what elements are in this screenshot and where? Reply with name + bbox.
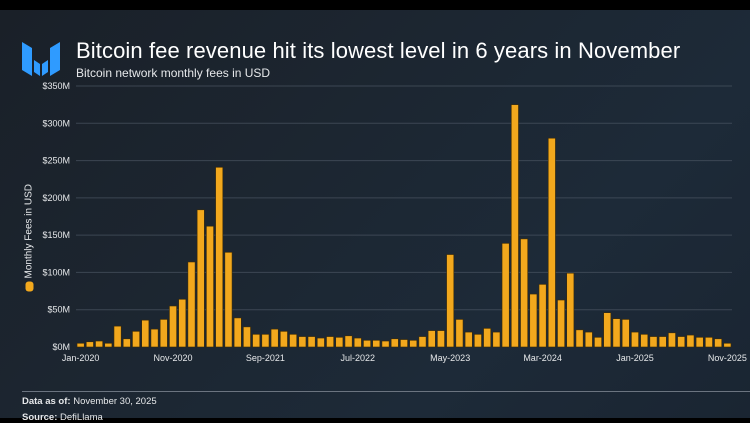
bar-jan-2025: [631, 331, 639, 348]
bar-sep-2025: [704, 337, 713, 348]
bar-jan-2022: [298, 336, 307, 348]
bar-apr-2024: [547, 137, 556, 348]
bar-nov-2021: [279, 331, 288, 348]
bar-oct-2020: [159, 319, 168, 348]
bar-jun-2020: [122, 338, 131, 348]
bar-jun-2021: [233, 317, 242, 348]
bar-jun-2023: [455, 319, 464, 348]
y-tick-label: $250M: [42, 156, 70, 166]
x-tick-label: Mar-2024: [523, 353, 562, 363]
bar-oct-2023: [492, 331, 501, 348]
bar-may-2021: [224, 251, 233, 348]
bar-aug-2023: [474, 334, 482, 348]
x-tick-label: Jul-2022: [341, 353, 376, 363]
bar-oct-2024: [603, 312, 612, 348]
bar-nov-2022: [390, 338, 399, 348]
bar-may-2025: [668, 332, 676, 348]
bar-apr-2025: [658, 336, 667, 348]
bar-nov-2025: [723, 342, 732, 348]
bar-mar-2021: [206, 225, 214, 348]
bar-dec-2020: [178, 298, 187, 348]
bar-apr-2020: [104, 342, 113, 348]
bar-aug-2025: [695, 337, 704, 348]
bar-aug-2022: [363, 339, 371, 348]
chart-card: Bitcoin fee revenue hit its lowest level…: [0, 10, 750, 423]
bar-mar-2024: [538, 284, 547, 348]
bar-dec-2023: [510, 104, 519, 348]
bar-oct-2021: [270, 328, 279, 348]
y-tick-label: $150M: [42, 230, 70, 240]
bar-jul-2022: [353, 337, 362, 348]
y-tick-label: $350M: [42, 81, 70, 91]
y-tick-label: $300M: [42, 118, 70, 128]
chart-title: Bitcoin fee revenue hit its lowest level…: [76, 38, 681, 63]
bar-mar-2023: [427, 330, 436, 348]
bar-mar-2025: [649, 336, 658, 348]
chart-subtitle: Bitcoin network monthly fees in USD: [76, 66, 271, 80]
bar-sep-2020: [150, 328, 159, 348]
x-tick-label: Sep-2021: [246, 353, 285, 363]
x-tick-label: May-2023: [430, 353, 470, 363]
bar-mar-2020: [95, 340, 104, 348]
bar-jul-2024: [575, 329, 584, 348]
bar-may-2023: [446, 254, 455, 348]
footer-divider: [22, 391, 750, 392]
bar-feb-2020: [85, 341, 94, 348]
bar-nov-2024: [612, 318, 621, 348]
x-tick-label: Nov-2025: [708, 353, 747, 363]
bar-oct-2022: [381, 340, 390, 348]
bar-apr-2023: [437, 330, 445, 348]
bar-feb-2023: [418, 336, 427, 348]
y-tick-label: $200M: [42, 193, 70, 203]
bar-mar-2022: [316, 337, 325, 348]
bar-dec-2021: [289, 334, 298, 348]
bar-apr-2022: [326, 336, 334, 348]
bar-jul-2020: [132, 331, 140, 348]
data-as-of-label: Data as of:: [22, 396, 71, 407]
x-tick-label: Nov-2020: [153, 353, 192, 363]
bar-feb-2021: [196, 209, 205, 348]
bar-dec-2022: [400, 339, 408, 348]
x-tick-label: Jan-2020: [62, 353, 100, 363]
bar-oct-2025: [714, 338, 723, 348]
bar-jul-2025: [686, 334, 695, 348]
bar-jun-2024: [566, 272, 575, 348]
bar-apr-2021: [215, 166, 224, 348]
brand-m-logo-icon: [22, 42, 60, 76]
y-tick-label: $50M: [47, 305, 70, 315]
bar-may-2022: [335, 337, 344, 348]
bar-jan-2023: [409, 339, 418, 348]
bar-sep-2021: [261, 334, 270, 348]
bar-aug-2020: [141, 319, 150, 348]
bar-sep-2024: [594, 337, 602, 348]
bar-feb-2022: [307, 336, 316, 348]
bar-feb-2024: [529, 293, 538, 348]
bar-aug-2024: [584, 331, 593, 348]
x-tick-label: Jan-2025: [616, 353, 654, 363]
bar-sep-2022: [372, 339, 381, 348]
bar-may-2024: [557, 299, 565, 348]
bar-may-2020: [113, 325, 122, 348]
bar-sep-2023: [483, 328, 492, 348]
bar-jun-2022: [344, 335, 353, 348]
y-tick-label: $100M: [42, 267, 70, 277]
y-tick-label: $0M: [52, 342, 70, 352]
bar-feb-2025: [640, 334, 649, 348]
bar-aug-2021: [252, 334, 261, 348]
bar-jul-2021: [243, 326, 251, 348]
bar-nov-2020: [169, 305, 177, 348]
data-as-of-value: November 30, 2025: [73, 396, 157, 407]
bar-jan-2021: [187, 261, 196, 348]
bar-jun-2025: [677, 336, 686, 348]
bar-jan-2024: [520, 238, 529, 348]
bar-jan-2020: [76, 342, 85, 348]
bar-dec-2024: [621, 319, 630, 348]
bar-nov-2023: [501, 243, 510, 348]
bar-chart: $0M $50M $100M $150M $200M $250M $300M $350M Jan…: [42, 81, 747, 363]
data-as-of: Data as of: November 30, 2025: [22, 396, 157, 407]
bar-jul-2023: [464, 331, 473, 348]
